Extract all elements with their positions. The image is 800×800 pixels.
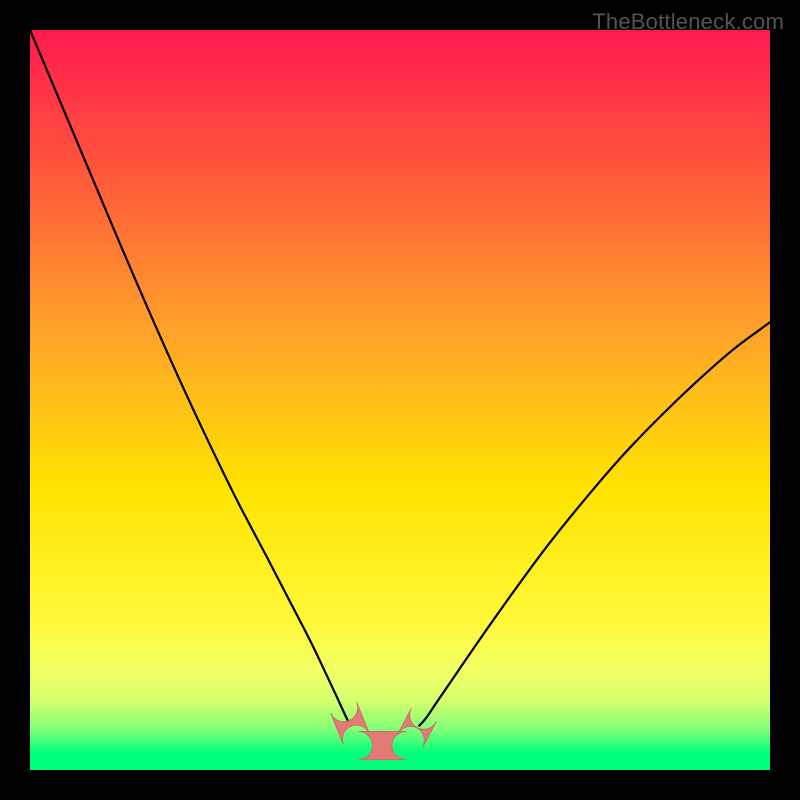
watermark-label: TheBottleneck.com	[592, 9, 784, 35]
bottleneck-chart-svg	[0, 0, 800, 800]
chart-frame: TheBottleneck.com	[0, 0, 800, 800]
gradient-background	[30, 30, 770, 770]
